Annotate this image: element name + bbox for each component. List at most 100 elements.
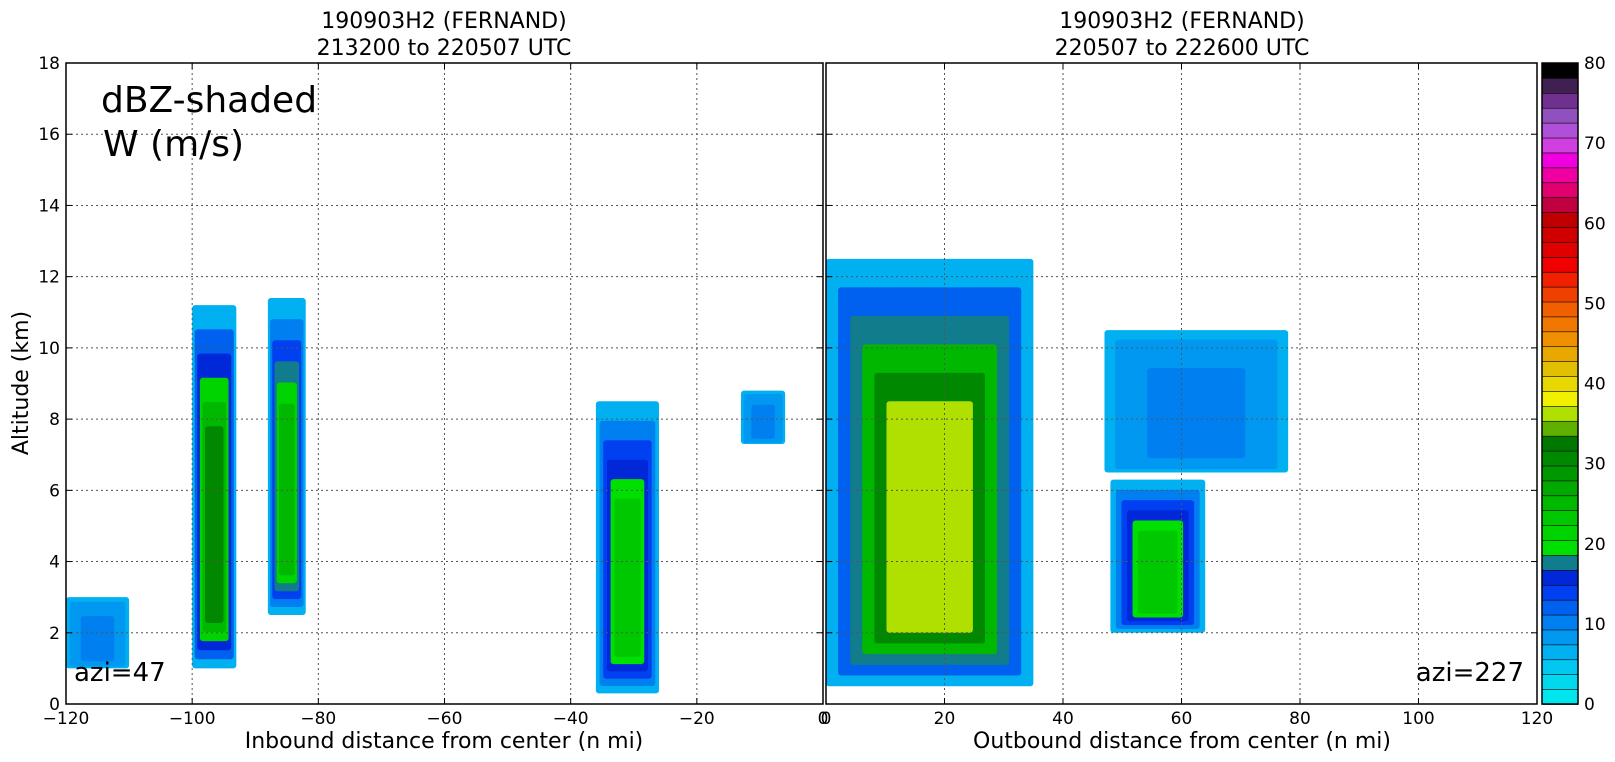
- x-tick-label: 20: [934, 709, 956, 729]
- annotation-line1: dBZ-shaded: [101, 80, 317, 121]
- colorbar-tick-label: 80: [1584, 54, 1606, 74]
- x-tick-label: −100: [169, 709, 216, 729]
- y-tick-label: 16: [38, 125, 60, 145]
- colorbar-swatches: [1541, 62, 1579, 705]
- x-tick-label: −60: [427, 709, 463, 729]
- colorbar-tick-label: 70: [1584, 134, 1606, 154]
- reflectivity-cell: [886, 401, 973, 633]
- x-tick-label: 0: [821, 709, 832, 729]
- right-xlabel: Outbound distance from center (n mi): [973, 729, 1391, 754]
- colorbar-swatch: [1541, 405, 1579, 422]
- colorbar-swatch: [1541, 375, 1579, 392]
- colorbar-swatch: [1541, 420, 1579, 437]
- y-tick-label: 8: [49, 410, 60, 430]
- x-tick-label: −120: [43, 709, 90, 729]
- x-tick-label: 60: [1171, 709, 1193, 729]
- colorbar-swatch: [1541, 539, 1579, 556]
- x-tick-label: 100: [1402, 709, 1434, 729]
- colorbar-swatch: [1541, 77, 1579, 94]
- colorbar-swatch: [1541, 480, 1579, 497]
- colorbar-swatch: [1541, 554, 1579, 571]
- colorbar-tick-label: 60: [1584, 214, 1606, 234]
- y-tick-label: 2: [49, 624, 60, 644]
- colorbar-swatch: [1541, 599, 1579, 616]
- colorbar-tick-label: 0: [1584, 695, 1595, 715]
- x-tick-label: 80: [1289, 709, 1311, 729]
- colorbar-swatch: [1541, 644, 1579, 661]
- x-tick-label: 40: [1052, 709, 1074, 729]
- reflectivity-cell: [205, 426, 224, 623]
- colorbar-swatch: [1541, 301, 1579, 318]
- left-title-line2: 213200 to 220507 UTC: [317, 36, 572, 61]
- colorbar-swatch: [1541, 688, 1579, 705]
- colorbar-swatch: [1541, 360, 1579, 377]
- ylabel: Altitude (km): [9, 311, 34, 455]
- x-tick-label: 0: [818, 709, 829, 729]
- colorbar-swatch: [1541, 226, 1579, 243]
- left-grid: [66, 63, 823, 704]
- colorbar-swatch: [1541, 271, 1579, 288]
- reflectivity-cell: [1158, 377, 1235, 455]
- y-tick-label: 10: [38, 339, 60, 359]
- left-xlabel: Inbound distance from center (n mi): [245, 729, 644, 754]
- colorbar-swatch: [1541, 614, 1579, 631]
- y-tick-label: 4: [49, 553, 60, 573]
- colorbar-swatch: [1541, 345, 1579, 362]
- y-tick-label: 18: [38, 54, 60, 74]
- colorbar-tick-label: 20: [1584, 535, 1606, 555]
- colorbar-swatch: [1541, 390, 1579, 407]
- y-tick-label: 12: [38, 268, 60, 288]
- colorbar-tick-label: 50: [1584, 294, 1606, 314]
- colorbar-swatch: [1541, 286, 1579, 303]
- colorbar-swatch: [1541, 107, 1579, 124]
- colorbar-swatch: [1541, 241, 1579, 258]
- colorbar-swatch: [1541, 211, 1579, 228]
- colorbar-swatch: [1541, 509, 1579, 526]
- colorbar-swatch: [1541, 181, 1579, 198]
- colorbar-swatch: [1541, 196, 1579, 213]
- reflectivity-cell: [1138, 530, 1178, 614]
- colorbar: 0 10 20 30 40 50 60 70 80: [1541, 54, 1606, 715]
- colorbar-swatch: [1541, 435, 1579, 452]
- right-title-line1: 190903H2 (FERNAND): [1059, 9, 1304, 34]
- annotation-line2: W (m/s): [103, 124, 244, 165]
- colorbar-swatch: [1541, 331, 1579, 348]
- right-panel: 190903H2 (FERNAND) 220507 to 222600 UTC …: [821, 9, 1554, 754]
- colorbar-tick-label: 30: [1584, 455, 1606, 475]
- colorbar-swatch: [1541, 450, 1579, 467]
- colorbar-swatch: [1541, 658, 1579, 675]
- colorbar-tick-label: 40: [1584, 375, 1606, 395]
- colorbar-swatch: [1541, 62, 1579, 79]
- reflectivity-cell: [753, 408, 773, 438]
- colorbar-frame: [1541, 62, 1579, 705]
- colorbar-swatch: [1541, 465, 1579, 482]
- right-title-line2: 220507 to 222600 UTC: [1055, 36, 1310, 61]
- colorbar-swatch: [1541, 569, 1579, 586]
- colorbar-swatch: [1541, 495, 1579, 512]
- x-tick-label: 120: [1521, 709, 1553, 729]
- colorbar-swatch: [1541, 92, 1579, 109]
- colorbar-swatch: [1541, 584, 1579, 601]
- x-tick-label: −20: [679, 709, 715, 729]
- left-azimuth-label: azi=47: [74, 658, 166, 688]
- colorbar-swatch: [1541, 122, 1579, 139]
- left-title-line1: 190903H2 (FERNAND): [321, 9, 566, 34]
- y-tick-label: 14: [38, 196, 60, 216]
- left-ticks: −120 −100 −80 −60 −40 −20 0 0 2 4 6 8 10 12 14 16 18: [38, 54, 828, 729]
- x-tick-label: −80: [300, 709, 336, 729]
- x-tick-label: −40: [553, 709, 589, 729]
- reflectivity-cell: [614, 498, 641, 657]
- colorbar-swatch: [1541, 152, 1579, 169]
- y-tick-label: 6: [49, 481, 60, 501]
- colorbar-swatch: [1541, 524, 1579, 541]
- colorbar-swatch: [1541, 673, 1579, 690]
- left-panel: 190903H2 (FERNAND) 213200 to 220507 UTC …: [9, 9, 828, 754]
- right-azimuth-label: azi=227: [1416, 658, 1524, 688]
- colorbar-ticks: 0 10 20 30 40 50 60 70 80: [1584, 54, 1606, 715]
- y-tick-label: 0: [49, 695, 60, 715]
- reflectivity-cell: [84, 620, 111, 660]
- colorbar-swatch: [1541, 629, 1579, 646]
- reflectivity-cell: [278, 403, 295, 576]
- right-ticks: 0 20 40 60 80 100 120: [821, 62, 1553, 729]
